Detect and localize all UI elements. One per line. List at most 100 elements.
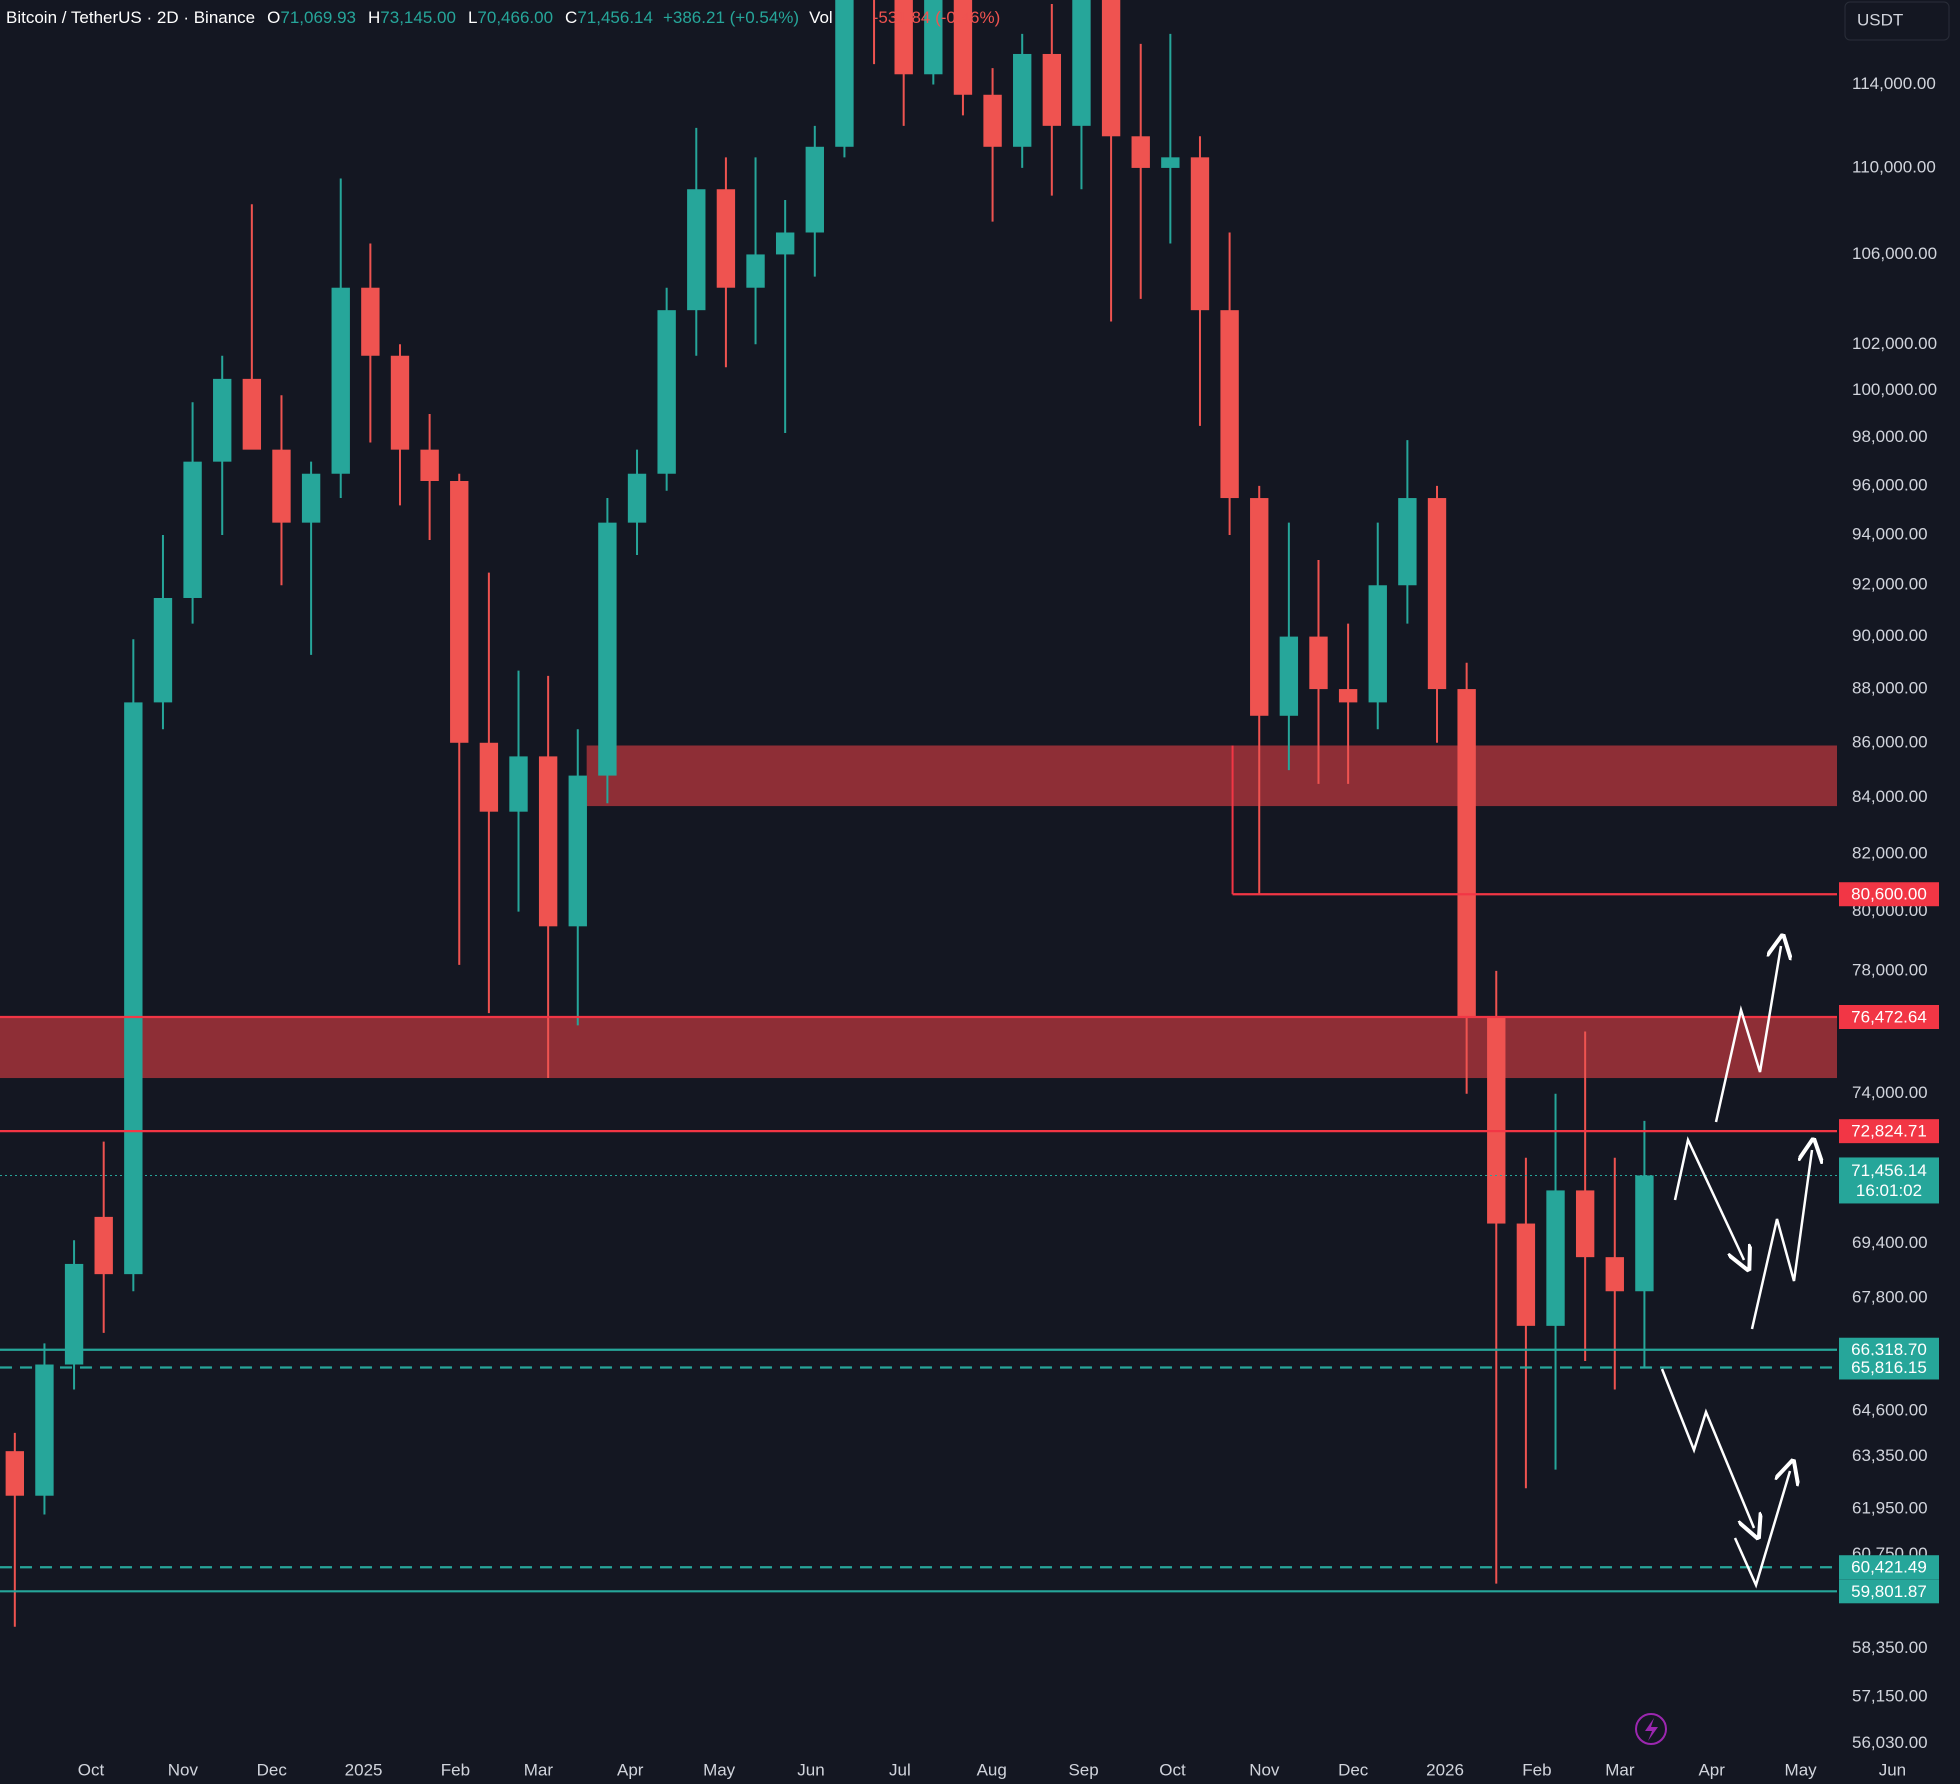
y-tick-label: 56,030.00 [1852, 1733, 1928, 1752]
candle-body [598, 522, 617, 776]
candle-body [1131, 136, 1150, 168]
candle-body [420, 449, 439, 482]
candle-body [94, 1216, 113, 1275]
level-tag-label: 59,801.87 [1851, 1582, 1927, 1601]
arrow [1750, 1150, 1812, 1330]
candle-body [1013, 53, 1032, 147]
candle-body [805, 146, 824, 233]
x-tick-label: 2026 [1426, 1760, 1464, 1779]
header-line: Bitcoin / TetherUS · 2D · Binance O71,069… [6, 8, 1000, 27]
candle-body [124, 702, 143, 1275]
level-tag-label: 65,816.15 [1851, 1358, 1927, 1377]
x-tick-label: Mar [1605, 1760, 1635, 1779]
candle-body [1427, 498, 1447, 690]
y-tick-label: 100,000.00 [1852, 380, 1937, 399]
x-tick-label: Oct [1159, 1760, 1186, 1779]
x-tick-label: Nov [168, 1760, 199, 1779]
y-tick-label: 102,000.00 [1852, 334, 1937, 353]
projection-arrows [1660, 946, 1812, 1589]
ohlc-key: L [468, 8, 477, 27]
candle-body [450, 481, 469, 743]
candle-body [1161, 157, 1180, 168]
y-tick-label: 74,000.00 [1852, 1083, 1928, 1102]
x-tick-label: Dec [257, 1760, 288, 1779]
level-tag-label: 60,421.49 [1851, 1558, 1927, 1577]
x-tick-label: 2025 [345, 1760, 383, 1779]
currency-label: USDT [1857, 10, 1903, 29]
y-tick-label: 82,000.00 [1852, 843, 1928, 862]
symbol-title: Bitcoin / TetherUS · 2D · Binance [6, 8, 255, 27]
x-tick-label: Apr [1698, 1760, 1725, 1779]
y-tick-label: 78,000.00 [1852, 960, 1928, 979]
annotations [0, 745, 1837, 1593]
y-tick-label: 84,000.00 [1852, 787, 1928, 806]
candle-body [716, 189, 736, 288]
candle-body [272, 449, 291, 523]
candle-body [153, 597, 173, 703]
x-tick-label: Apr [617, 1760, 644, 1779]
candle-body [35, 1364, 54, 1496]
y-tick-label: 61,950.00 [1852, 1498, 1928, 1517]
currency-button[interactable] [1844, 1, 1950, 41]
candle-body [687, 189, 706, 311]
ohlc-value: 73,145.00 [380, 8, 456, 27]
candle-body [627, 473, 647, 523]
arrow [1714, 946, 1781, 1123]
volume-key: Vol [809, 8, 833, 27]
level-tag-label: 66,318.70 [1851, 1340, 1927, 1359]
y-tick-label: 90,000.00 [1852, 626, 1928, 645]
countdown: 16:01:02 [1856, 1181, 1922, 1200]
ohlc-key: O [267, 8, 280, 27]
alert-icon[interactable] [1635, 1713, 1667, 1745]
level-tag-label: 80,600.00 [1851, 885, 1927, 904]
alert-icon-bolt [1645, 1718, 1658, 1741]
ohlc-key: C [565, 8, 577, 27]
level-tag [1839, 1579, 1939, 1604]
x-tick-label: May [1785, 1760, 1818, 1779]
ohlc-value: 70,466.00 [477, 8, 553, 27]
candle-body [1398, 498, 1417, 586]
candle-body [509, 756, 528, 812]
candle-body [1546, 1190, 1565, 1326]
x-tick-label: Nov [1249, 1760, 1280, 1779]
candle-body [538, 756, 558, 927]
candle-body [1250, 498, 1269, 716]
candle-body [1635, 1175, 1654, 1292]
x-tick-label: Feb [441, 1760, 470, 1779]
level-tag [1839, 1555, 1939, 1580]
level-tag [1839, 882, 1939, 907]
zone [586, 745, 1838, 807]
candle-body [953, 0, 973, 95]
candle-body [64, 1263, 84, 1365]
y-tick-label: 114,000.00 [1852, 74, 1936, 93]
change: +386.21 (+0.54%) [663, 8, 799, 27]
axes: 114,000.00 110,000.00 106,000.00 102,000.00… [78, 74, 1939, 1779]
arrow [1660, 1368, 1754, 1528]
candle-body [657, 310, 676, 474]
arrow [1733, 1471, 1790, 1589]
current-price-label: 71,456.14 [1851, 1161, 1927, 1180]
y-tick-label: 69,400.00 [1852, 1233, 1928, 1252]
level-tag-label: 72,824.71 [1851, 1122, 1927, 1141]
y-tick-label: 86,000.00 [1852, 732, 1928, 751]
x-tick-label: Sep [1068, 1760, 1098, 1779]
current-price-tag [1839, 1157, 1939, 1204]
candle-body [1190, 157, 1210, 311]
candle-body [5, 1451, 24, 1496]
candle-body [242, 378, 262, 450]
x-tick-label: Dec [1338, 1760, 1369, 1779]
arrow [1673, 1136, 1744, 1260]
candle-body [1072, 0, 1091, 126]
candle-body [1338, 689, 1358, 703]
y-tick-label: 64,600.00 [1852, 1401, 1928, 1420]
candle-body [1487, 1016, 1506, 1224]
x-tick-label: Mar [524, 1760, 554, 1779]
y-tick-label: 58,350.00 [1852, 1638, 1928, 1657]
y-tick-label: 96,000.00 [1852, 475, 1928, 494]
candle-body [746, 254, 765, 288]
candle-body [301, 473, 321, 523]
candle-body [1042, 53, 1062, 126]
candle-body [568, 775, 587, 927]
candle-body [1101, 0, 1121, 137]
